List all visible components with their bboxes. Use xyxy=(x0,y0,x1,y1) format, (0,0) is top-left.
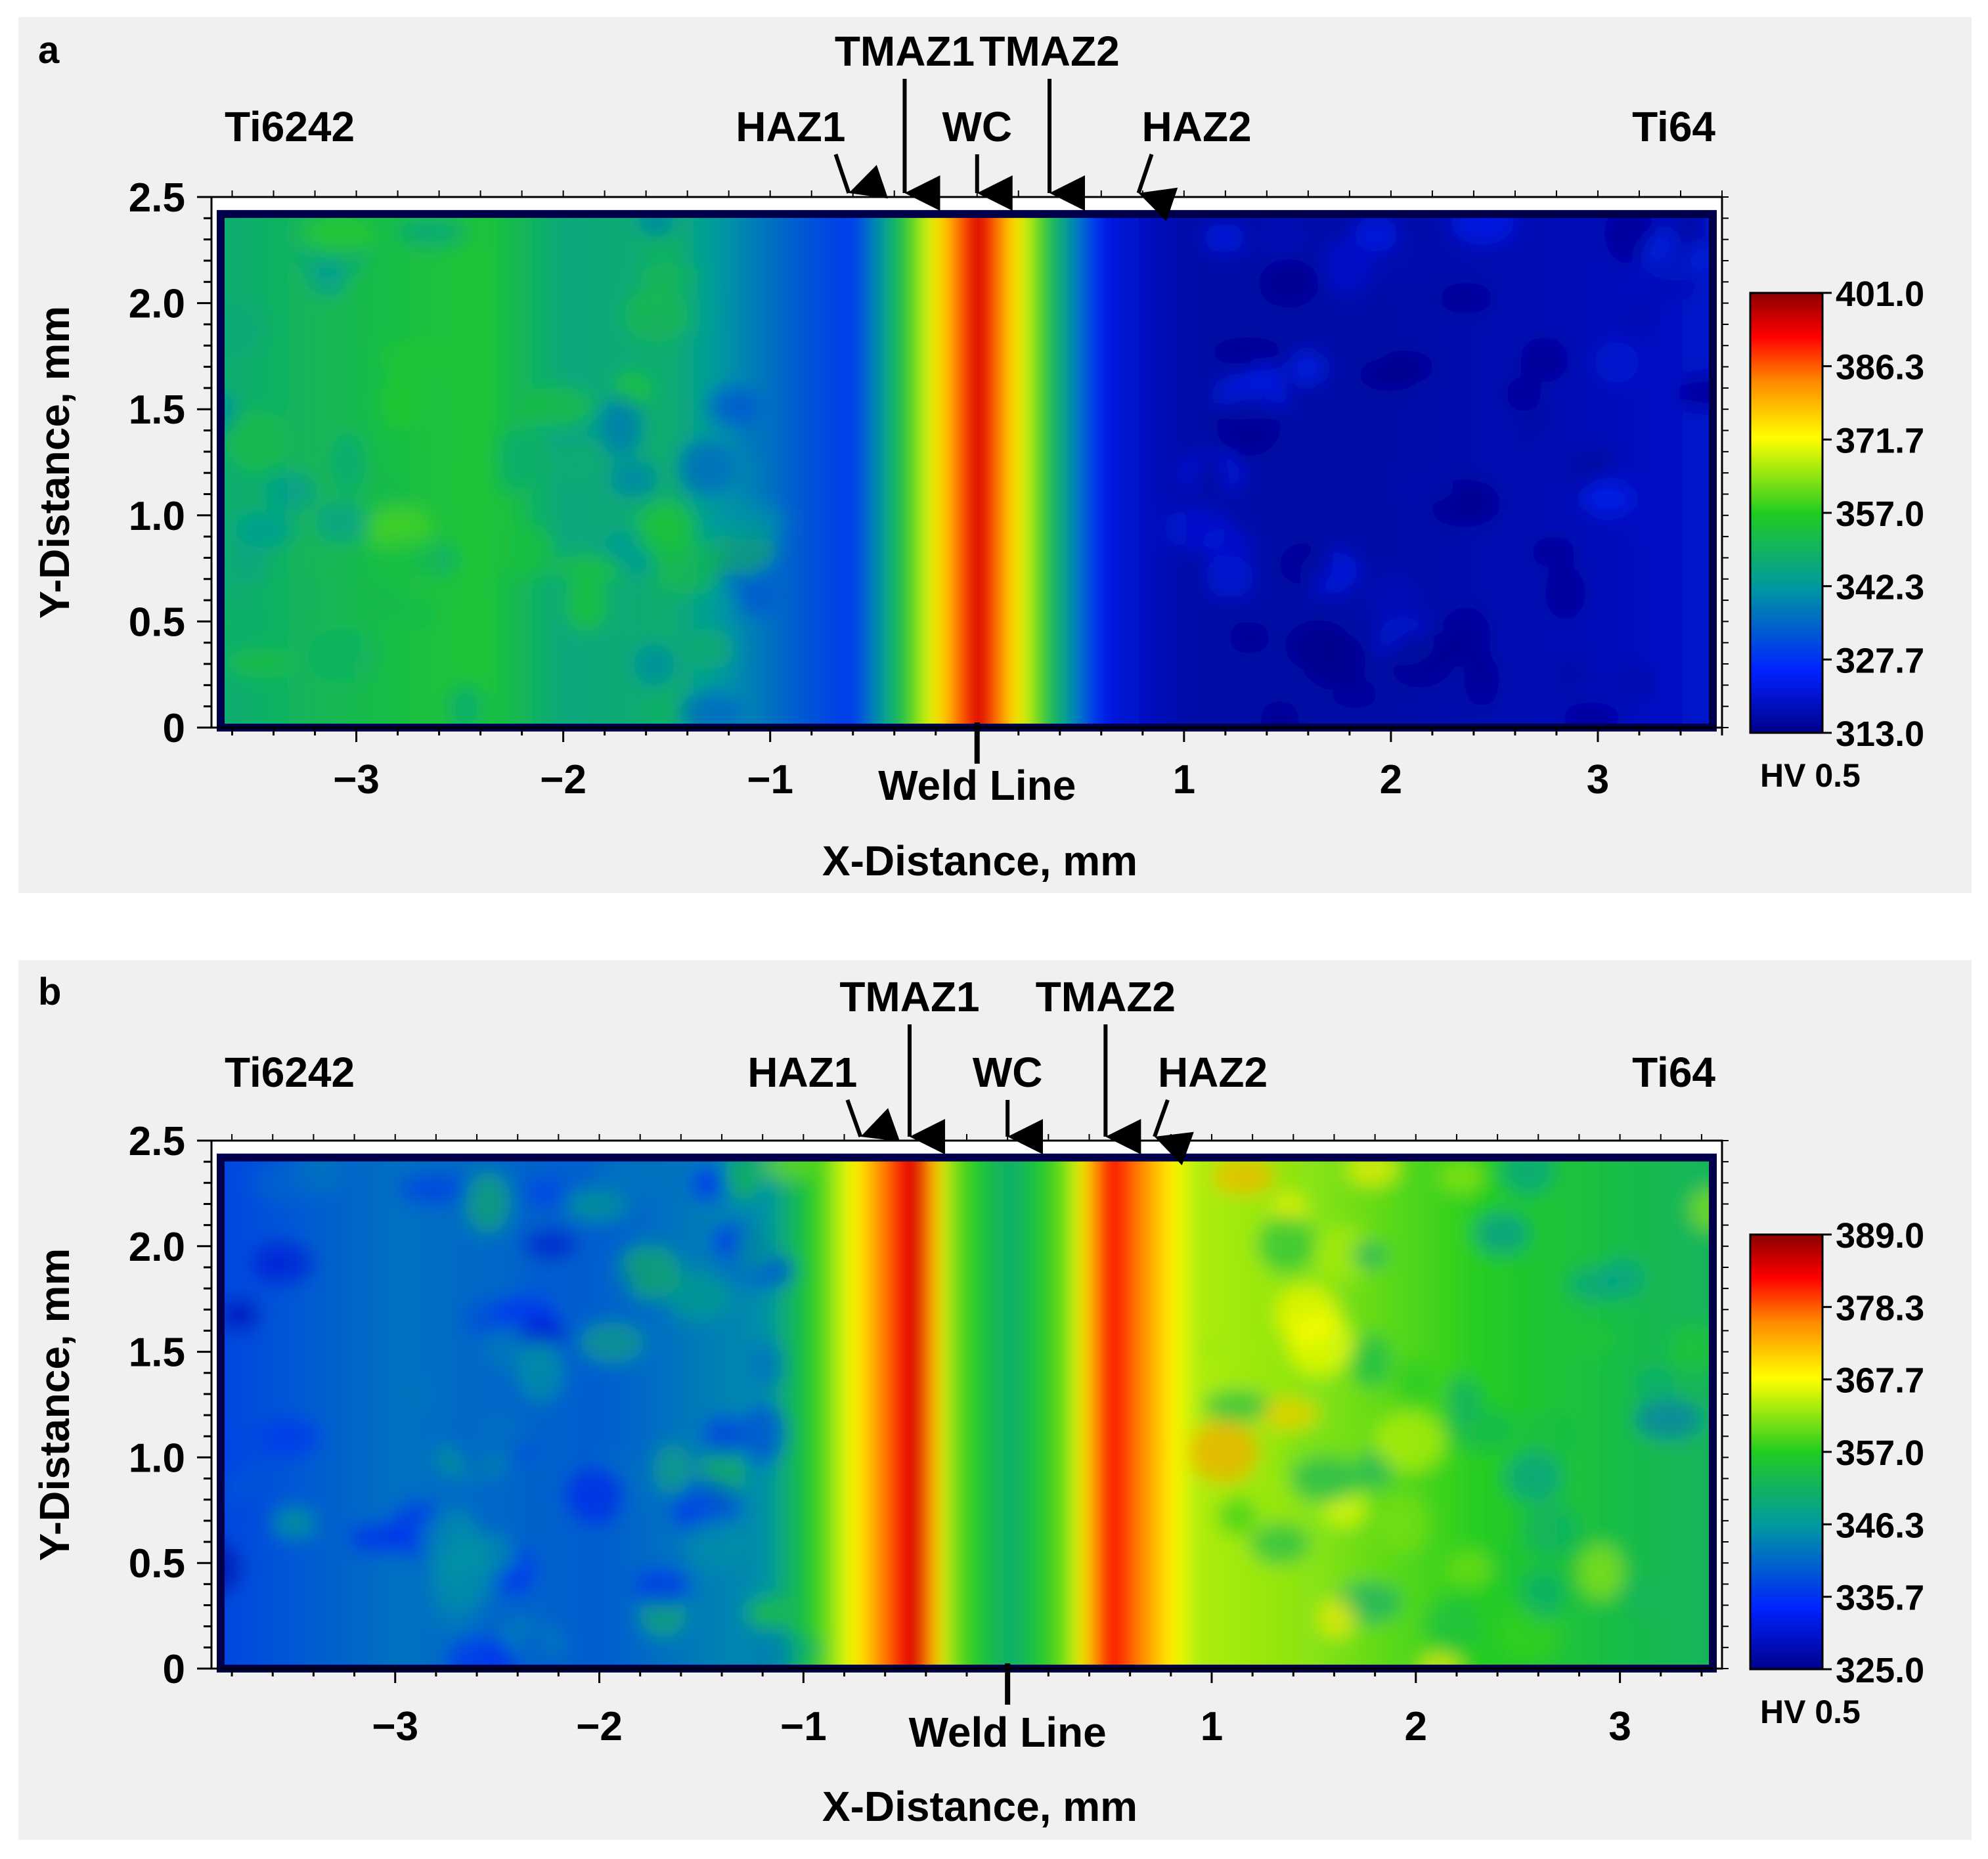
panel-b-x-tick-label: −3 xyxy=(372,1704,418,1749)
panel-b-plot: −3 −2 −1 1 2 3 0 0.5 1.0 1.5 2.0 2.5 Weld Line X-Dist… xyxy=(31,973,1924,1830)
panel-b-colorbar-tick-label: 378.3 xyxy=(1836,1288,1924,1328)
panel-a-label: a xyxy=(38,29,60,72)
panel-a-y-tick-label: 1.5 xyxy=(129,387,185,433)
panel-b-x-tick-label: −2 xyxy=(576,1704,623,1749)
panel-b-zone-arrow-haz1 xyxy=(845,1099,900,1142)
panel-a-x-tick-label: 3 xyxy=(1587,757,1609,802)
panel-b-y-axis-label: Y-Distance, mm xyxy=(31,1248,78,1562)
panel-a-plot: −3 −2 −1 1 2 3 0 0.5 1.0 1.5 2.0 2.5 Weld Line X-Dist… xyxy=(31,28,1924,885)
panel-b-zone-label-haz2: HAZ2 xyxy=(1158,1049,1268,1096)
panel-a-y-tick-label: 0.5 xyxy=(129,600,185,645)
panel-a: a −3 −2 −1 1 2 3 0 0.5 1.0 1.5 2.0 2.5 Weld Line X-Di… xyxy=(18,17,1972,893)
panel-a-weld-line-label: Weld Line xyxy=(878,762,1076,809)
panel-a-left-material-label: Ti6242 xyxy=(225,103,355,150)
panel-a-heatmap xyxy=(217,209,1717,732)
panel-b-colorbar-tick-label: 325.0 xyxy=(1836,1651,1924,1690)
panel-a-y-tick-label: 2.0 xyxy=(129,282,185,327)
panel-a-colorbar-tick-label: 313.0 xyxy=(1836,714,1924,754)
panel-b-left-material-label: Ti6242 xyxy=(225,1049,355,1096)
panel-b-zone-label-tmaz2: TMAZ2 xyxy=(1036,973,1176,1020)
panel-b-x-tick-label: 3 xyxy=(1608,1704,1631,1749)
panel-a-y-tick-label: 1.0 xyxy=(129,494,185,539)
panel-a-x-tick-label: −3 xyxy=(333,757,380,802)
panel-a-y-tick-label: 2.5 xyxy=(129,175,185,221)
panel-a-colorbar xyxy=(1749,292,1824,734)
panel-a-colorbar-tick-label: 327.7 xyxy=(1836,641,1924,680)
panel-b-x-axis-label: X-Distance, mm xyxy=(822,1783,1138,1830)
panel-a-colorbar-tick-label: 386.3 xyxy=(1836,348,1924,387)
panel-a-zone-label-tmaz2: TMAZ2 xyxy=(979,28,1119,75)
panel-b-colorbar-tick-label: 357.0 xyxy=(1836,1433,1924,1473)
panel-a-plot-frame xyxy=(210,196,1723,729)
panel-a-right-material-label: Ti64 xyxy=(1632,103,1715,150)
panel-b-label: b xyxy=(38,971,61,1013)
panel-b-zone-arrow-haz2 xyxy=(1153,1099,1194,1166)
panel-a-colorbar-tick-label: 371.7 xyxy=(1836,421,1924,460)
panel-b-colorbar-tick-label: 346.3 xyxy=(1836,1506,1924,1545)
panel-b-x-tick-label: −1 xyxy=(780,1704,827,1749)
panel-b-y-tick-label: 2.0 xyxy=(129,1225,185,1270)
panel-b-colorbar-unit: HV 0.5 xyxy=(1760,1694,1861,1730)
panel-a-x-axis-label: X-Distance, mm xyxy=(822,837,1138,885)
panel-a-colorbar-unit: HV 0.5 xyxy=(1760,757,1861,794)
panel-b-zone-label-tmaz1: TMAZ1 xyxy=(839,973,979,1020)
panel-a-zone-label-tmaz1: TMAZ1 xyxy=(835,28,975,75)
panel-a-zone-label-haz2: HAZ2 xyxy=(1142,103,1252,150)
panel-b-colorbar-tick-label: 389.0 xyxy=(1836,1216,1924,1256)
panel-b-colorbar-tick-label: 335.7 xyxy=(1836,1579,1924,1618)
panel-a-x-tick-label: −2 xyxy=(540,757,586,802)
panel-b-zone-label-wc: WC xyxy=(973,1049,1043,1096)
panel-b-x-tick-label: 2 xyxy=(1405,1704,1427,1749)
panel-a-x-tick-label: 1 xyxy=(1173,757,1195,802)
panel-b-right-material-label: Ti64 xyxy=(1632,1049,1715,1096)
panel-b-x-tick-label: 1 xyxy=(1201,1704,1223,1749)
panel-b-heatmap xyxy=(217,1153,1717,1673)
panel-b-colorbar-tick-label: 367.7 xyxy=(1836,1361,1924,1401)
panel-a-zone-label-wc: WC xyxy=(942,103,1012,150)
panel-a-x-tick-label: 2 xyxy=(1380,757,1402,802)
panel-b-y-tick-label: 1.0 xyxy=(129,1435,185,1481)
panel-a-y-axis-label: Y-Distance, mm xyxy=(31,306,78,619)
panel-b-y-tick-label: 1.5 xyxy=(129,1330,185,1376)
panel-b: b −3 −2 −1 1 2 3 0 0.5 1.0 1.5 2.0 2.5 Weld Line X-Di… xyxy=(18,960,1972,1840)
panel-a-colorbar-tick-label: 401.0 xyxy=(1836,274,1924,314)
panel-b-weld-line-label: Weld Line xyxy=(909,1709,1107,1756)
panel-a-colorbar-tick-label: 342.3 xyxy=(1836,568,1924,607)
panel-a-x-tick-label: −1 xyxy=(747,757,793,802)
panel-b-y-tick-label: 0 xyxy=(163,1647,185,1692)
panel-a-y-tick-label: 0 xyxy=(163,706,185,751)
panel-a-zone-label-haz1: HAZ1 xyxy=(736,103,845,150)
panel-b-colorbar xyxy=(1749,1233,1824,1671)
panel-b-y-tick-label: 0.5 xyxy=(129,1541,185,1586)
panel-a-zone-arrow-haz2 xyxy=(1136,154,1178,221)
panel-a-colorbar-tick-label: 357.0 xyxy=(1836,494,1924,534)
panel-a-zone-arrow-haz1 xyxy=(833,154,889,199)
panel-b-y-tick-label: 2.5 xyxy=(129,1119,185,1164)
panel-b-zone-label-haz1: HAZ1 xyxy=(747,1049,857,1096)
